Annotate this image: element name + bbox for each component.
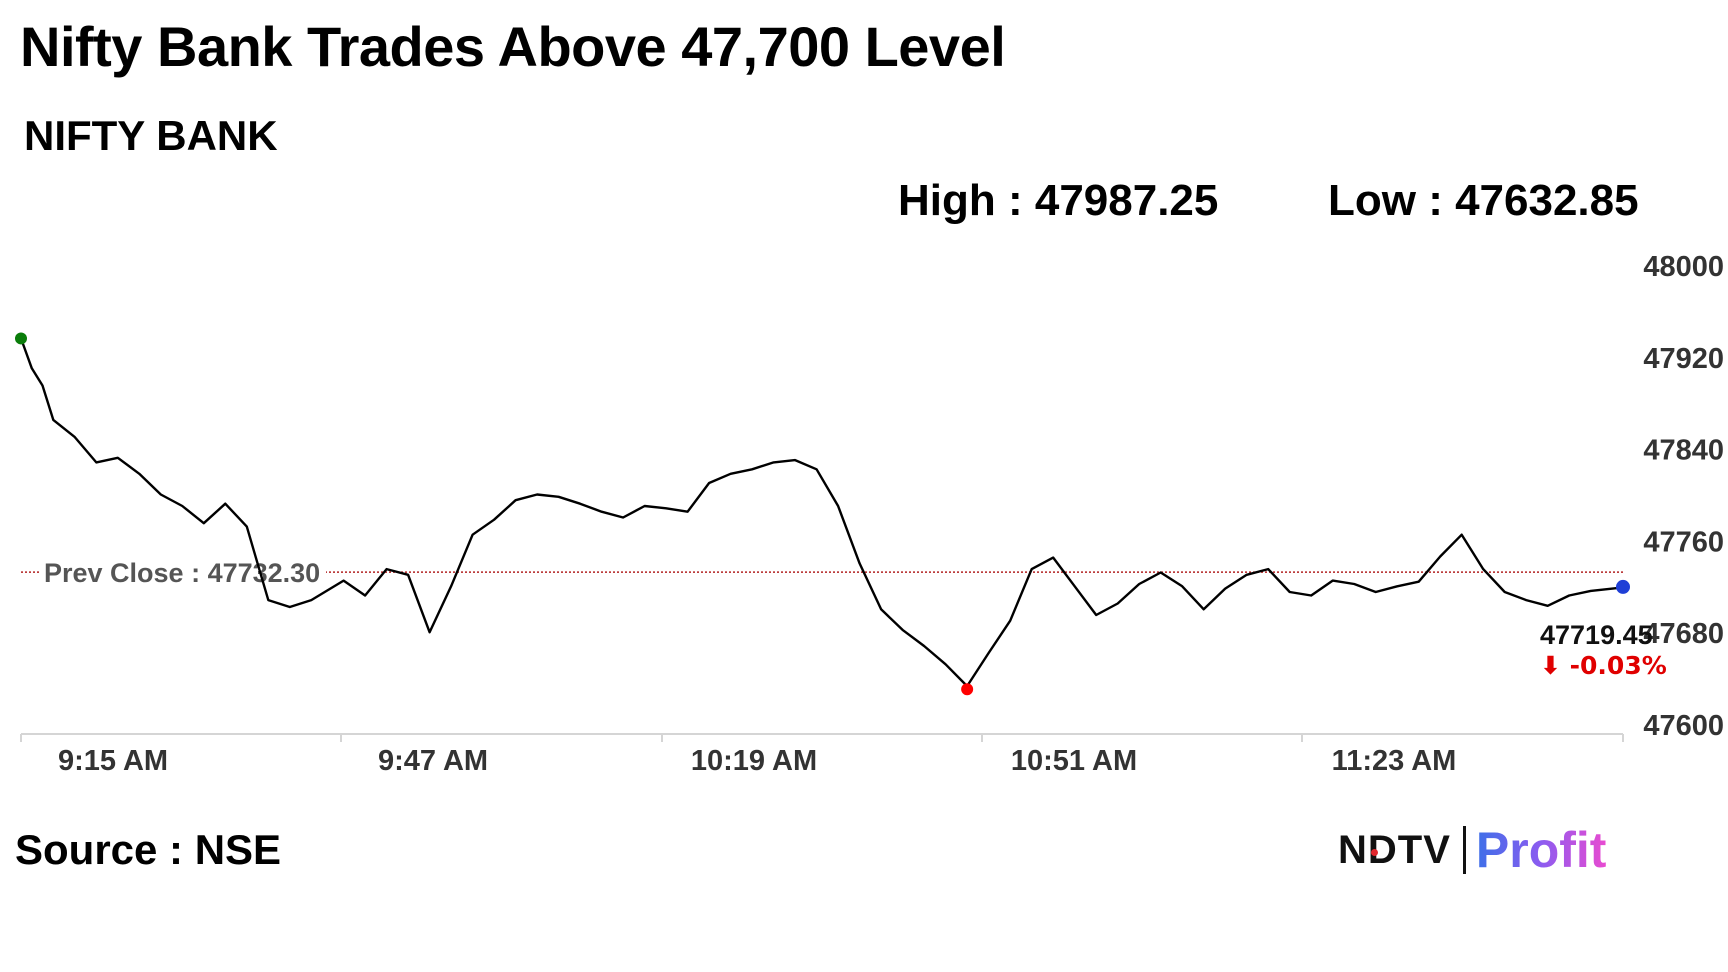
ndtv-profit-logo: NDTV Profit [1338,822,1606,878]
value-labels: 47719.45⬇ -0.03% [1540,620,1667,680]
last-value-label: 47719.45 [1540,620,1653,650]
last-price-marker [1616,579,1630,594]
index-name: NIFTY BANK [24,112,278,159]
x-tick-label: 9:15 AM [58,745,168,777]
chart-title: Nifty Bank Trades Above 47,700 Level [20,15,1006,78]
x-tick-label: 9:47 AM [378,745,488,777]
high-stat: High : 47987.25 [898,176,1219,225]
x-tick-label: 10:51 AM [1011,745,1137,777]
y-tick-label: 47680 [1643,618,1724,650]
markers [15,332,1630,696]
x-tick-label: 10:19 AM [691,745,817,777]
price-chart: 9:15 AM 9:47 AM 10:19 AM 10:51 AM 11:23 AM 47… [15,251,1724,777]
y-tick-label: 47920 [1643,343,1724,375]
logo-ndtv-text: NDTV [1338,827,1451,872]
logo-profit-text: Profit [1475,822,1607,878]
y-tick-label: 48000 [1643,251,1724,283]
y-tick-label: 47840 [1643,435,1724,467]
day-low-marker [961,683,974,696]
price-line [19,337,1625,688]
logo-divider [1462,826,1466,874]
y-tick-label: 47760 [1643,526,1724,558]
change-label: ⬇ -0.03% [1540,651,1667,680]
y-tick-label: 47600 [1643,710,1724,742]
x-tick-label: 11:23 AM [1332,745,1457,777]
prev-close-label-bg [40,554,326,591]
prev-close-group: Prev Close : 47732.30 [21,554,1623,591]
prev-close-label: Prev Close : 47732.30 [44,558,320,588]
price-line-group [19,337,1625,688]
source-label: Source : NSE [15,826,282,873]
start-point-marker [15,332,27,345]
axes: 9:15 AM 9:47 AM 10:19 AM 10:51 AM 11:23 AM 47… [20,251,1724,777]
logo-dot-icon [1371,848,1378,856]
low-stat: Low : 47632.85 [1328,176,1639,225]
